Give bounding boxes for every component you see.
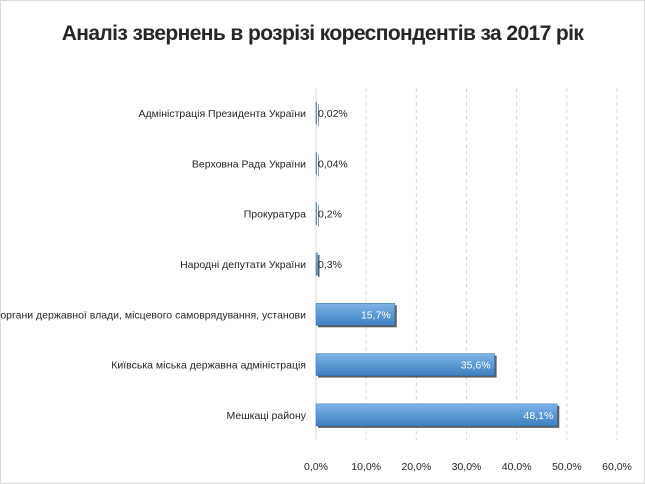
category-label: Прокуратура bbox=[244, 209, 306, 221]
category-label: Мешкаці району bbox=[227, 410, 307, 422]
x-tick-label: 40,0% bbox=[502, 461, 532, 473]
data-label: 0,3% bbox=[318, 259, 342, 271]
x-tick-label: 20,0% bbox=[401, 461, 431, 473]
category-label: Народні депутати України bbox=[180, 259, 306, 271]
data-label: 15,7% bbox=[361, 309, 391, 321]
bar bbox=[315, 252, 318, 276]
category-label: Верховна Рада України bbox=[192, 158, 306, 170]
bar-shadow bbox=[318, 104, 319, 127]
x-tick-label: 30,0% bbox=[452, 461, 482, 473]
x-tick-label: 50,0% bbox=[552, 461, 582, 473]
category-label: Київська міська державна адміністрація bbox=[111, 360, 306, 372]
category-label: Інші органи державної влади, місцевого с… bbox=[0, 309, 306, 321]
bar-shadow bbox=[318, 255, 320, 277]
bar bbox=[315, 303, 396, 326]
bar bbox=[315, 152, 317, 175]
category-label: Адміністрація Президента України bbox=[139, 108, 307, 120]
x-tick-label: 10,0% bbox=[351, 461, 381, 473]
data-label: 0,04% bbox=[318, 158, 348, 170]
bar-shadow bbox=[318, 204, 319, 227]
chart-title: Аналіз звернень в розрізі кореспондентів… bbox=[61, 22, 584, 45]
data-label: 0,2% bbox=[318, 209, 342, 221]
bar bbox=[315, 202, 317, 225]
bar bbox=[315, 403, 558, 427]
x-tick-label: 0,0% bbox=[304, 461, 328, 473]
bar bbox=[315, 353, 495, 376]
data-label: 0,02% bbox=[318, 108, 348, 120]
data-label: 35,6% bbox=[461, 360, 491, 372]
bar-shadow bbox=[318, 154, 319, 177]
x-tick-label: 60,0% bbox=[602, 461, 632, 473]
data-label: 48,1% bbox=[524, 410, 554, 422]
bar bbox=[315, 101, 317, 125]
